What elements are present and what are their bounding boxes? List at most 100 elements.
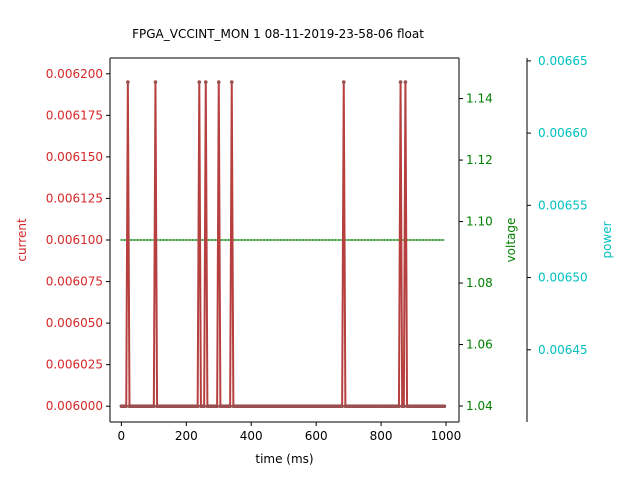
voltage-point <box>263 239 266 241</box>
voltage-point <box>312 239 314 241</box>
voltage-point <box>435 239 438 241</box>
current-tick-label: 0.006075 <box>46 275 103 289</box>
voltage-point <box>201 239 204 241</box>
voltage-point <box>188 239 191 241</box>
voltage-point <box>165 239 168 241</box>
voltage-point <box>208 239 210 241</box>
current-point <box>124 404 129 409</box>
current-point <box>397 404 401 409</box>
power-tick-label: 0.00645 <box>538 343 588 357</box>
voltage-point <box>240 239 243 241</box>
voltage-point <box>182 239 184 241</box>
current-tick-label: 0.006200 <box>46 67 103 81</box>
voltage-point <box>279 239 282 241</box>
voltage-tick-label: 1.08 <box>466 276 493 290</box>
x-tick-label: 600 <box>305 429 328 443</box>
x-tick-label: 400 <box>240 429 263 443</box>
voltage-point <box>302 239 305 241</box>
voltage-point <box>409 239 412 241</box>
voltage-point <box>178 239 181 241</box>
voltage-point <box>370 239 373 241</box>
voltage-point <box>143 239 145 241</box>
current-point <box>229 80 234 84</box>
voltage-point <box>337 239 340 241</box>
voltage-point <box>195 239 197 241</box>
voltage-point <box>305 239 308 241</box>
power-tick-label: 0.00650 <box>538 271 588 285</box>
voltage-point <box>214 239 217 241</box>
voltage-point <box>350 239 353 241</box>
voltage-point <box>318 239 321 241</box>
voltage-point <box>380 239 382 241</box>
current-axis: 0.006000 0.006025 0.006050 0.006075 0.006100… <box>46 67 110 413</box>
voltage-point <box>146 239 149 241</box>
current-tick-label: 0.006000 <box>46 399 103 413</box>
voltage-point <box>266 239 269 241</box>
voltage-point <box>185 239 188 241</box>
voltage-point <box>419 239 421 241</box>
voltage-point <box>315 239 318 241</box>
voltage-point <box>363 239 366 241</box>
voltage-point <box>422 239 425 241</box>
voltage-point <box>224 239 227 241</box>
voltage-point <box>367 239 369 241</box>
voltage-tick-label: 1.12 <box>466 153 493 167</box>
current-point <box>341 80 346 84</box>
voltage-tick-label: 1.10 <box>466 215 493 229</box>
voltage-point <box>292 239 295 241</box>
voltage-point <box>299 239 301 241</box>
current-point <box>398 80 403 84</box>
voltage-point <box>159 239 162 241</box>
voltage-point <box>386 239 389 241</box>
voltage-point <box>227 239 230 241</box>
x-tick-label: 200 <box>175 429 198 443</box>
voltage-point <box>133 239 136 241</box>
voltage-point <box>269 239 272 241</box>
current-tick-label: 0.006050 <box>46 316 103 330</box>
voltage-point <box>357 239 360 241</box>
voltage-point <box>331 239 334 241</box>
current-point <box>126 80 130 84</box>
voltage-point <box>334 239 337 241</box>
voltage-point <box>321 239 324 241</box>
voltage-point <box>169 239 171 241</box>
current-axis-label: current <box>15 218 29 262</box>
voltage-point <box>256 239 259 241</box>
power-tick-label: 0.00655 <box>538 198 588 212</box>
voltage-point <box>273 239 275 241</box>
voltage-point <box>383 239 386 241</box>
voltage-point <box>396 239 399 241</box>
x-tick-label: 0 <box>118 429 126 443</box>
voltage-point <box>373 239 376 241</box>
current-line <box>121 81 445 408</box>
voltage-axis: 1.04 1.06 1.08 1.10 1.12 1.14 <box>459 92 493 413</box>
voltage-point <box>428 239 431 241</box>
current-point <box>195 404 200 409</box>
voltage-point <box>211 239 214 241</box>
voltage-point <box>360 239 363 241</box>
voltage-point <box>347 239 350 241</box>
voltage-point <box>120 239 123 241</box>
voltage-tick-label: 1.06 <box>466 338 493 352</box>
current-point <box>197 80 202 84</box>
voltage-point <box>286 239 288 241</box>
current-tick-label: 0.006125 <box>46 191 103 205</box>
chart-title: FPGA_VCCINT_MON 1 08-11-2019-23-58-06 fl… <box>132 27 424 41</box>
voltage-point <box>276 239 279 241</box>
voltage-point <box>243 239 246 241</box>
voltage-point <box>425 239 428 241</box>
current-tick-label: 0.006175 <box>46 108 103 122</box>
x-tick-label: 800 <box>370 429 393 443</box>
voltage-point <box>250 239 253 241</box>
current-point <box>340 404 344 409</box>
current-point <box>402 404 406 409</box>
current-point <box>202 404 206 409</box>
voltage-point <box>149 239 152 241</box>
voltage-point <box>282 239 285 241</box>
voltage-series <box>120 239 445 241</box>
voltage-point <box>172 239 175 241</box>
current-point <box>215 404 219 409</box>
voltage-point <box>308 239 311 241</box>
voltage-point <box>139 239 142 241</box>
